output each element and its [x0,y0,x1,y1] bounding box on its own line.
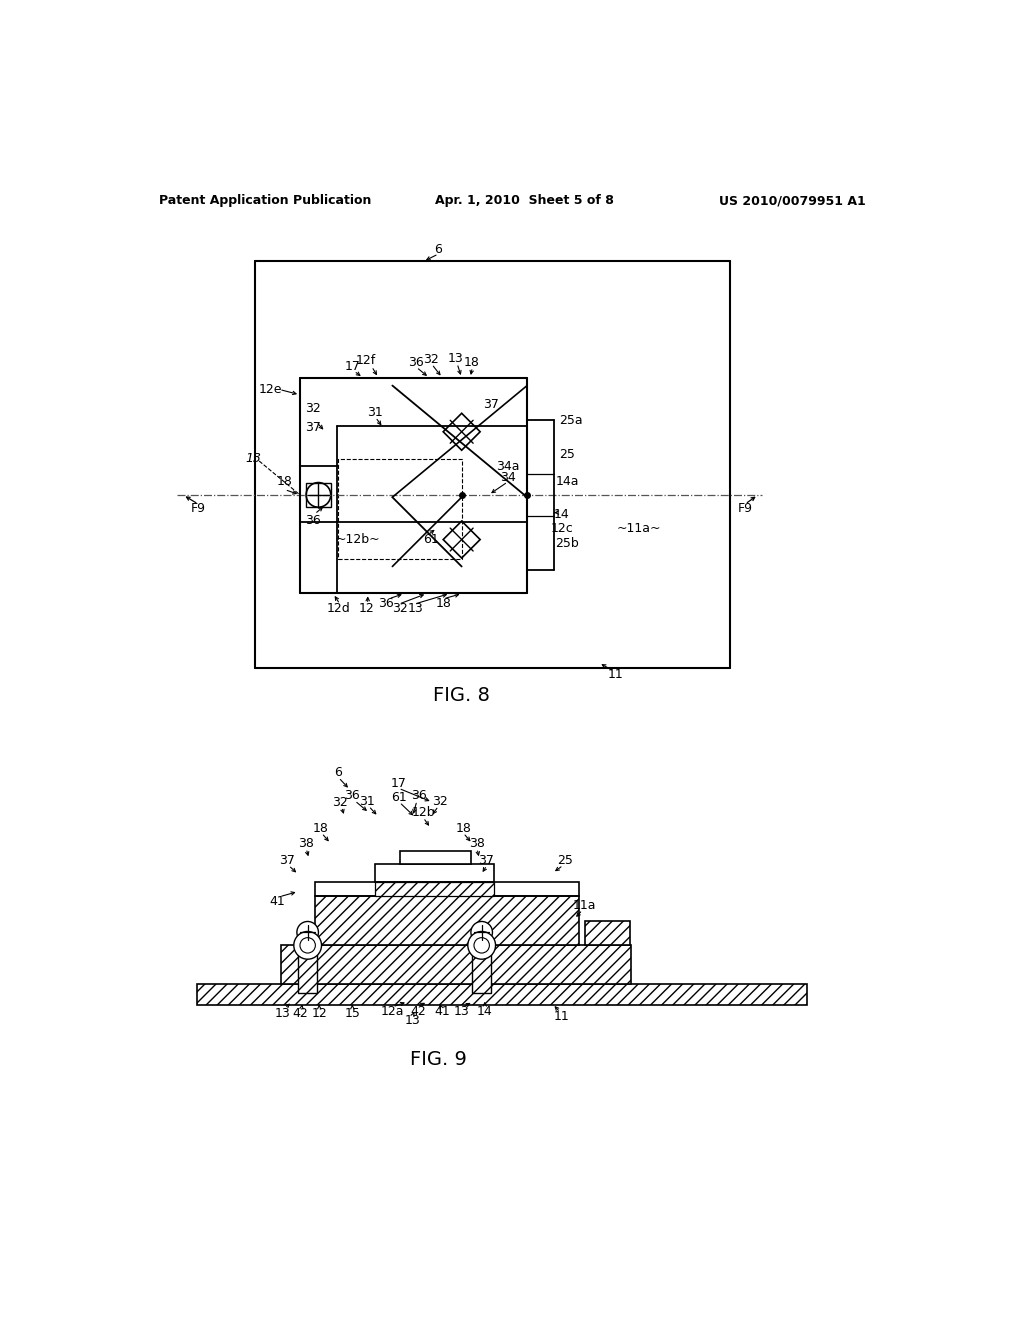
Text: 25: 25 [559,449,575,462]
Text: 32: 32 [423,352,438,366]
Text: 41: 41 [269,895,285,908]
Bar [197,983,807,1006]
Text: F9: F9 [737,502,753,515]
Circle shape [471,921,493,942]
Bar [298,945,316,993]
Text: 11: 11 [554,1010,569,1023]
Text: 42: 42 [411,1005,426,1018]
Circle shape [468,932,496,960]
Circle shape [474,937,489,953]
Text: FIG. 9: FIG. 9 [411,1049,467,1069]
Circle shape [294,932,322,960]
Text: 18: 18 [276,475,293,488]
Text: 61: 61 [423,533,438,546]
Text: 34: 34 [500,471,516,484]
Text: ~11a~: ~11a~ [616,521,662,535]
Circle shape [300,937,315,953]
Text: 36: 36 [344,789,360,803]
Text: 6: 6 [335,767,342,779]
Text: 34a: 34a [496,459,519,473]
Text: 38: 38 [469,837,485,850]
Text: Apr. 1, 2010  Sheet 5 of 8: Apr. 1, 2010 Sheet 5 of 8 [435,194,614,207]
Bar [400,851,471,863]
Text: 25a: 25a [559,413,583,426]
Text: 18: 18 [312,822,329,834]
Text: 14a: 14a [555,475,579,488]
Bar [315,896,580,945]
Text: 14: 14 [554,508,569,520]
Text: 11: 11 [608,668,624,681]
Text: 17: 17 [390,777,407,791]
Text: 6: 6 [434,243,442,256]
Text: 15: 15 [344,1007,360,1019]
Text: FIG. 8: FIG. 8 [433,686,490,705]
Text: F9: F9 [190,502,206,515]
Text: ~12b~: ~12b~ [336,533,380,546]
Text: 13: 13 [447,352,464,366]
Text: 14: 14 [477,1005,493,1018]
Bar [315,882,580,896]
Text: 32: 32 [392,602,408,615]
Text: 32: 32 [332,796,348,809]
Text: 37: 37 [279,854,295,867]
Text: 36: 36 [408,356,423,370]
Text: Patent Application Publication: Patent Application Publication [159,194,372,207]
Circle shape [306,483,331,507]
Text: 11a: 11a [573,899,597,912]
Text: 13: 13 [275,1007,291,1019]
Text: 18: 18 [435,597,452,610]
Text: 12f: 12f [355,354,376,367]
Text: 12d: 12d [327,602,350,615]
Text: 12: 12 [311,1007,327,1019]
Text: 36: 36 [411,789,426,803]
Text: 13: 13 [404,1014,420,1027]
Bar [472,945,490,993]
Text: 42: 42 [292,1007,308,1019]
Text: 37: 37 [305,421,321,434]
Text: 36: 36 [378,597,394,610]
Text: 37: 37 [483,399,499,412]
Text: 41: 41 [434,1005,451,1018]
Text: 13: 13 [454,1005,470,1018]
Text: 18: 18 [456,822,471,834]
Text: 12a: 12a [381,1005,404,1018]
Text: 25: 25 [557,854,572,867]
Text: 12: 12 [359,602,375,615]
Text: 12b: 12b [412,807,435,820]
Text: 38: 38 [298,837,314,850]
Bar [306,483,331,507]
Text: 12c: 12c [550,521,573,535]
Text: 37: 37 [478,854,495,867]
Text: 31: 31 [359,795,375,808]
Text: US 2010/0079951 A1: US 2010/0079951 A1 [720,194,866,207]
Bar [282,945,631,983]
Text: 61: 61 [390,791,407,804]
Bar [376,882,494,896]
Text: 36: 36 [305,513,321,527]
Text: 32: 32 [432,795,447,808]
Text: 13: 13 [408,602,423,615]
Text: 31: 31 [368,407,383,418]
Bar [339,459,462,558]
Text: 25b: 25b [555,537,579,550]
Text: 17: 17 [344,360,360,372]
Text: 13: 13 [246,453,262,465]
Bar [585,921,630,945]
Text: 18: 18 [464,356,479,370]
Text: 32: 32 [305,403,321,416]
Circle shape [297,921,318,942]
Text: 12e: 12e [259,383,283,396]
Bar [376,863,494,882]
